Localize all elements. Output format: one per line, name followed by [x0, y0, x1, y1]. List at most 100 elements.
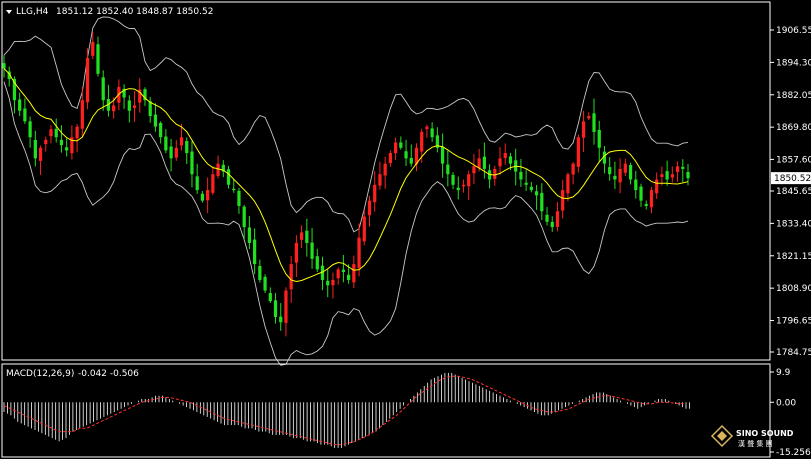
bear-candle — [59, 139, 64, 146]
bull-candle — [80, 100, 84, 129]
bull-candle — [388, 153, 393, 164]
bull-candle — [362, 216, 366, 242]
bull-candle — [655, 179, 659, 194]
bull-candle — [179, 137, 184, 146]
candlestick-series — [2, 31, 690, 337]
bear-candle — [451, 174, 455, 185]
price-tick-label: 1869.80 — [776, 123, 811, 133]
bull-candle — [75, 126, 79, 139]
price-window: LLG,H4 1851.12 1852.40 1848.87 1850.52 — [1, 1, 771, 366]
bull-candle — [85, 57, 90, 103]
macd-tick-label: -15.256 — [776, 448, 811, 458]
price-tick-label: 1845.65 — [776, 187, 811, 197]
bull-candle — [393, 142, 398, 154]
bear-candle — [440, 146, 445, 164]
bull-candle — [352, 264, 356, 283]
macd-signal-polyline — [3, 375, 687, 446]
bear-candle — [435, 135, 439, 148]
macd-window-frame — [1, 363, 771, 458]
price-tick-label: 1906.55 — [776, 26, 811, 36]
bull-candle — [425, 126, 429, 130]
symbol-label: LLG,H4 — [16, 7, 49, 17]
bull-candle — [138, 89, 142, 103]
bear-candle — [341, 269, 346, 273]
bear-candle — [169, 146, 173, 159]
price-window-frame — [1, 1, 771, 361]
bull-candle — [566, 174, 570, 194]
price-tick-label: 1857.60 — [776, 155, 811, 165]
bear-candle — [28, 121, 32, 138]
bull-candle — [660, 174, 664, 177]
lower-band-line — [3, 81, 689, 366]
macd-tick-label: 9.9 — [776, 368, 791, 378]
bear-candle — [96, 44, 100, 74]
bear-candle — [237, 190, 241, 206]
bull-candle — [670, 174, 674, 178]
macd-tick-label: 0.00 — [776, 398, 796, 408]
bear-candle — [159, 123, 163, 138]
bear-candle — [18, 99, 22, 111]
bull-candle — [373, 184, 377, 203]
macd-values: -0.042 -0.506 — [78, 369, 139, 379]
bear-candle — [482, 156, 486, 169]
bear-candle — [613, 175, 617, 180]
bull-candle — [467, 174, 471, 187]
logo-brand: SINO SOUND — [736, 429, 794, 438]
bear-candle — [153, 114, 158, 127]
bear-candle — [279, 316, 283, 323]
bollinger-bands — [3, 16, 689, 366]
bull-candle — [44, 139, 48, 145]
bear-candle — [320, 265, 325, 280]
bear-candle — [399, 142, 403, 148]
bear-candle — [101, 77, 105, 101]
bull-candle — [561, 190, 565, 211]
macd-signal-line — [3, 375, 687, 446]
bear-candle — [268, 293, 272, 302]
current-price-tag-bg — [771, 172, 811, 185]
bear-candle — [143, 89, 147, 101]
bear-candle — [597, 129, 601, 148]
macd-label: MACD(12,26,9) — [6, 369, 74, 379]
bull-candle — [49, 129, 53, 137]
bull-candle — [675, 166, 680, 172]
bull-candle — [461, 184, 466, 187]
bull-candle — [414, 147, 419, 165]
bear-candle — [540, 192, 544, 212]
bull-candle — [38, 147, 43, 161]
bull-candle — [91, 42, 95, 56]
bear-candle — [232, 188, 236, 191]
bear-candle — [12, 78, 17, 101]
bear-candle — [519, 171, 523, 180]
bear-candle — [592, 113, 596, 132]
bear-candle — [200, 193, 205, 201]
bear-candle — [33, 139, 37, 159]
ohlc-label: 1851.12 1852.40 1848.87 1850.52 — [56, 7, 213, 17]
price-tick-label: 1821.15 — [776, 252, 811, 262]
bear-candle — [226, 169, 231, 185]
bear-candle — [686, 172, 690, 179]
bull-candle — [336, 269, 340, 279]
bull-candle — [289, 264, 293, 290]
price-tick-label: 1784.75 — [776, 348, 811, 358]
window-menu-arrow-icon[interactable] — [6, 10, 12, 14]
bear-candle — [305, 230, 309, 243]
bear-candle — [242, 206, 246, 228]
bear-candle — [639, 186, 643, 201]
price-tick-label: 1882.05 — [776, 91, 811, 101]
bear-candle — [346, 274, 351, 280]
bull-candle — [472, 166, 476, 174]
bear-candle — [23, 108, 27, 122]
bear-candle — [65, 147, 69, 151]
price-axis: 1906.55 1894.30 1882.05 1869.80 1857.60 1845.… — [770, 26, 811, 358]
bear-candle — [529, 186, 533, 191]
bull-candle — [299, 232, 304, 240]
bull-candle — [378, 174, 382, 186]
macd-axis: 9.9 0.00 -15.256 — [770, 368, 811, 458]
bull-candle — [383, 163, 387, 176]
bear-candle — [545, 214, 549, 222]
bear-candle — [665, 171, 669, 180]
bull-candle — [555, 211, 560, 227]
bull-candle — [503, 153, 507, 159]
